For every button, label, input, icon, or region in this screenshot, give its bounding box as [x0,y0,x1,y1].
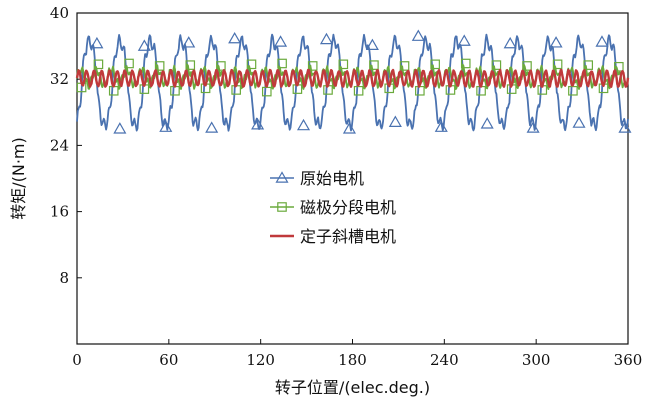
data-point [319,32,334,45]
legend-marker [275,171,289,183]
x-tick-label: 300 [522,351,551,369]
data-point [108,85,119,96]
legend-item: 定子斜槽电机 [270,227,396,246]
axes: 0 60 120 180 240 300 360 8 16 24 32 40 [50,4,642,369]
y-tick-label: 8 [59,269,69,287]
series-line [75,68,630,88]
x-tick-label: 180 [338,351,367,369]
data-point [549,36,563,48]
data-point [457,34,471,46]
x-tick-label: 120 [246,351,275,369]
data-point [595,35,609,47]
data-point [522,61,532,71]
data-point [583,60,594,70]
data-point [480,117,494,129]
data-point [124,58,134,69]
data-point [274,35,288,47]
y-tick-label: 24 [50,136,69,154]
y-tick-label: 32 [50,70,69,88]
data-point [93,59,104,70]
legend-item: 磁极分段电机 [270,198,396,217]
data-point [415,85,425,96]
legend-marker [277,202,287,212]
x-tick-label: 240 [430,351,459,369]
x-axis-title: 转子位置/(elec.deg.) [275,378,430,397]
data-point [205,121,219,133]
data-point [246,59,257,70]
legend-item: 原始电机 [270,169,364,188]
data-point [154,61,165,71]
data-point [430,59,440,70]
data-point [307,61,318,71]
data-point [572,116,586,128]
data-point [526,121,540,133]
data-point [399,61,410,71]
data-point [182,36,196,48]
data-point [552,59,563,70]
data-point [353,85,364,96]
series-line [76,33,629,132]
data-point [338,59,349,70]
data-point [618,121,632,133]
data-point [476,85,486,96]
x-tick-label: 360 [614,351,643,369]
data-point [434,120,448,132]
data-point [251,118,265,130]
data-point [216,61,226,71]
data-point [137,39,151,51]
data-point [342,122,356,134]
data-point [491,60,502,70]
series-1 [76,29,632,134]
data-point [411,29,425,41]
data-point [365,38,379,50]
data-point [159,120,173,132]
data-point [277,58,287,69]
data-point [170,85,180,96]
series-layer [75,29,632,134]
data-point [90,36,104,49]
y-tick-label: 16 [50,203,69,221]
legend-label: 定子斜槽电机 [300,227,396,246]
data-point [185,60,196,70]
series-3 [75,68,630,88]
data-point [369,60,379,70]
data-point [614,61,624,72]
data-point [261,86,272,97]
y-axis-title: 转矩/(N·m) [9,137,28,220]
data-point [568,85,578,96]
legend-label: 磁极分段电机 [300,198,396,217]
x-tick-label: 60 [159,351,178,369]
data-point [503,36,517,49]
x-tick-label: 0 [72,351,82,369]
data-point [460,58,471,69]
data-point [296,118,311,131]
data-point [228,31,242,44]
data-point [113,122,127,134]
y-tick-label: 40 [50,4,69,22]
data-point [388,115,402,127]
legend-label: 原始电机 [300,169,364,188]
